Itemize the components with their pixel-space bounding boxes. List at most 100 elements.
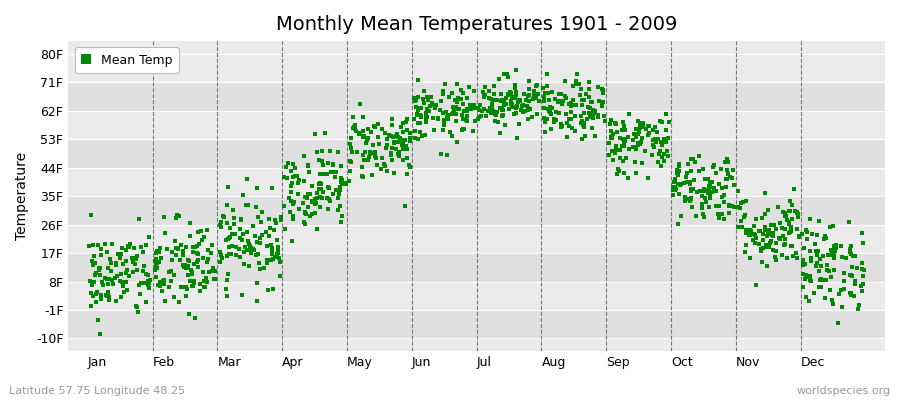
Point (454, 95, 468, 102)
Point (786, 253, 800, 259)
Point (192, 241, 206, 247)
Point (855, 265, 869, 272)
Point (826, 301, 841, 307)
Point (695, 201, 709, 207)
Point (521, 107, 535, 113)
Point (583, 114, 598, 120)
Point (617, 136, 632, 142)
Point (495, 107, 509, 113)
Point (353, 101, 367, 108)
Point (521, 104, 535, 111)
Point (824, 246, 838, 253)
Point (235, 236, 249, 243)
Point (512, 97, 526, 103)
Point (410, 136, 425, 142)
Point (278, 164, 293, 170)
Point (371, 121, 385, 128)
Point (217, 214, 231, 221)
Point (233, 226, 248, 232)
Point (191, 229, 205, 236)
Point (297, 152, 311, 159)
Point (689, 212, 704, 219)
Point (575, 102, 590, 108)
Point (256, 232, 270, 238)
Point (827, 252, 842, 259)
Point (334, 219, 348, 225)
Point (455, 90, 470, 96)
Point (574, 120, 589, 126)
Point (687, 185, 701, 192)
Point (427, 127, 441, 133)
Point (702, 182, 716, 188)
Point (598, 118, 612, 124)
Point (321, 160, 336, 166)
Point (267, 216, 282, 223)
Point (577, 110, 591, 116)
Point (530, 111, 544, 118)
Point (329, 169, 344, 175)
Point (584, 124, 598, 131)
Point (684, 195, 698, 201)
Point (307, 196, 321, 202)
Point (302, 191, 317, 197)
Point (765, 230, 779, 237)
Point (621, 134, 635, 140)
Point (205, 268, 220, 274)
Point (174, 241, 188, 248)
Point (850, 306, 865, 312)
Point (291, 179, 305, 186)
Point (328, 173, 342, 180)
Point (410, 96, 424, 103)
Point (173, 256, 187, 263)
Point (382, 132, 397, 138)
Point (562, 116, 576, 122)
Point (544, 89, 559, 96)
Point (308, 201, 322, 207)
Point (356, 157, 371, 164)
Point (472, 101, 487, 108)
Point (761, 244, 776, 250)
Point (477, 94, 491, 100)
Point (605, 147, 619, 154)
Point (445, 133, 459, 140)
Point (403, 164, 418, 170)
Point (536, 98, 551, 104)
Point (508, 110, 523, 116)
Point (424, 94, 438, 100)
Point (393, 137, 408, 143)
Point (429, 102, 444, 108)
Point (356, 152, 370, 158)
Point (171, 246, 185, 252)
Point (170, 244, 184, 251)
Point (395, 129, 410, 136)
Point (755, 237, 770, 243)
Point (492, 130, 507, 136)
Point (508, 94, 522, 101)
Point (782, 230, 796, 237)
Point (799, 236, 814, 242)
Y-axis label: Temperature: Temperature (15, 152, 29, 240)
Point (562, 100, 576, 107)
Point (407, 116, 421, 122)
Point (334, 179, 348, 186)
Point (169, 245, 184, 251)
Point (266, 256, 281, 262)
Point (177, 264, 192, 270)
Point (725, 167, 740, 173)
Point (818, 277, 832, 284)
Point (272, 255, 286, 262)
Point (334, 162, 348, 169)
Point (364, 151, 378, 157)
Point (743, 254, 758, 261)
Point (702, 183, 716, 190)
Point (346, 124, 361, 130)
Point (754, 247, 769, 254)
Point (102, 293, 116, 300)
Point (372, 140, 386, 147)
Point (683, 178, 698, 185)
Point (391, 138, 405, 145)
Point (225, 231, 239, 238)
Point (227, 220, 241, 227)
Point (680, 170, 695, 176)
Point (583, 110, 598, 117)
